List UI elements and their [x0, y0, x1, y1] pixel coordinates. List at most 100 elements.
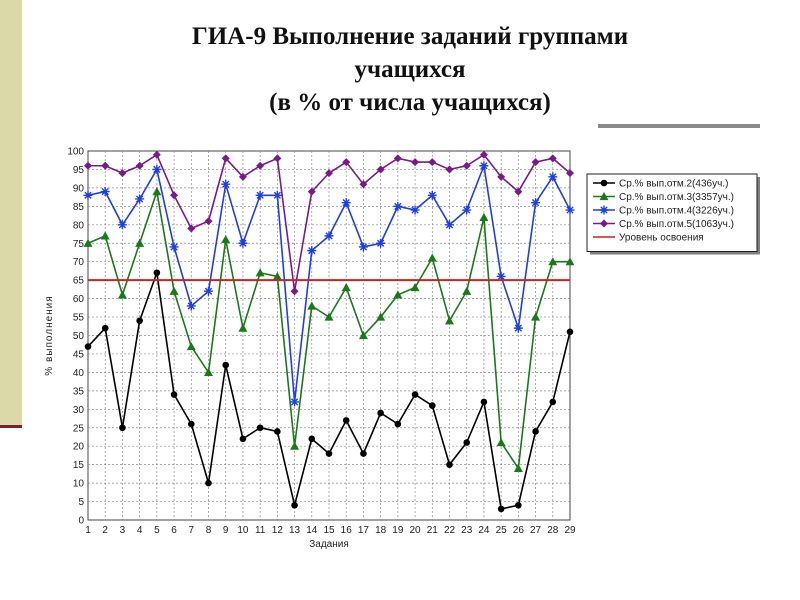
y-tick-label: 0 — [78, 516, 84, 527]
data-point — [393, 201, 403, 211]
legend-label: Ср.% вып.отм.3(3357уч.) — [619, 192, 734, 203]
data-point — [496, 438, 506, 447]
legend-entry: Ср.% вып.отм.2(436уч.) — [593, 179, 728, 190]
data-point — [274, 428, 281, 435]
data-point — [222, 361, 230, 369]
legend-label: Уровень освоения — [619, 233, 704, 244]
data-point — [324, 312, 334, 321]
legend-entry: Ср.% вып.отм.3(3357уч.) — [593, 192, 734, 203]
data-point — [272, 190, 282, 200]
data-point — [479, 212, 489, 222]
data-point — [445, 316, 454, 325]
data-point — [410, 283, 420, 292]
data-point — [393, 290, 403, 299]
data-point — [531, 198, 541, 208]
data-point — [100, 231, 110, 240]
x-tick-label: 10 — [237, 525, 249, 536]
data-point — [376, 165, 385, 174]
y-tick-label: 65 — [73, 276, 85, 287]
data-point — [256, 161, 265, 170]
legend-entry: Уровень освоения — [593, 233, 704, 244]
data-point — [307, 301, 317, 310]
y-tick-label: 80 — [73, 220, 85, 231]
data-point — [360, 450, 367, 457]
data-point — [341, 198, 351, 208]
data-point — [497, 505, 505, 513]
data-point — [445, 165, 454, 174]
data-point — [238, 238, 248, 248]
chart-panel: 0 5 10 15 20 25 30 35 40 45 50 55 60 65 70 75 80 85 90 95 10… — [22, 129, 783, 579]
x-tick-label: 6 — [171, 525, 177, 536]
y-tick-label: 55 — [73, 313, 85, 324]
y-tick-label: 60 — [73, 294, 85, 305]
legend-label: Ср.% вып.отм.2(436уч.) — [619, 179, 728, 190]
data-point — [549, 398, 557, 406]
slide-title: ГИА-9 Выполнение заданий группами учащих… — [60, 20, 760, 119]
x-tick-label: 13 — [289, 525, 301, 536]
data-point — [462, 286, 472, 295]
data-point — [256, 424, 264, 432]
data-point — [462, 205, 472, 215]
data-point — [324, 231, 334, 241]
x-tick-label: 4 — [137, 525, 143, 536]
legend-box — [586, 173, 758, 252]
y-tick-label: 85 — [73, 202, 85, 213]
data-point — [169, 286, 179, 295]
data-point — [205, 479, 212, 487]
x-tick-label: 21 — [427, 525, 439, 536]
y-tick-label: 95 — [73, 165, 85, 176]
y-tick-label: 25 — [73, 423, 85, 434]
data-point — [101, 324, 109, 332]
data-point — [117, 220, 127, 230]
data-point — [496, 271, 506, 281]
data-point — [84, 343, 92, 350]
y-tick-label: 75 — [73, 239, 85, 250]
x-tick-label: 20 — [410, 525, 422, 536]
data-point — [427, 190, 437, 200]
data-point — [135, 194, 145, 204]
data-point — [359, 180, 368, 189]
legend-swatch-marker — [599, 205, 609, 215]
data-point — [100, 187, 110, 197]
x-tick-label: 8 — [206, 525, 212, 536]
data-point — [290, 397, 300, 407]
x-tick-label: 15 — [323, 525, 335, 536]
y-tick-label: 5 — [78, 497, 84, 508]
data-point — [566, 169, 574, 178]
y-tick-label: 15 — [73, 460, 85, 471]
x-tick-label: 2 — [102, 525, 108, 536]
data-point — [394, 420, 402, 428]
y-tick-label: 10 — [73, 479, 85, 490]
data-point — [446, 461, 453, 468]
data-point — [393, 154, 402, 163]
data-point — [221, 154, 230, 163]
data-point — [497, 172, 506, 181]
data-point — [377, 409, 384, 417]
x-tick-label: 23 — [461, 525, 473, 536]
data-point — [548, 172, 558, 182]
x-axis-label: Задания — [309, 539, 349, 550]
data-point — [410, 205, 420, 215]
data-point — [170, 391, 178, 398]
data-point — [479, 161, 489, 171]
x-tick-label: 27 — [530, 525, 542, 536]
data-point — [83, 238, 93, 247]
data-point — [204, 286, 213, 296]
legend-swatch-marker — [599, 192, 609, 201]
series-3 — [83, 161, 575, 407]
slide-title-line3: (в % от числа учащихся) — [269, 89, 551, 116]
data-point — [565, 257, 575, 266]
x-tick-label: 14 — [306, 525, 318, 536]
data-point — [427, 253, 437, 262]
data-point — [325, 169, 333, 178]
data-point — [358, 242, 368, 252]
y-tick-label: 40 — [73, 368, 85, 379]
data-point — [204, 367, 213, 376]
data-point — [135, 161, 144, 170]
legend-swatch-marker — [600, 179, 608, 187]
data-point — [273, 154, 282, 163]
data-point — [566, 328, 574, 336]
data-point — [101, 161, 110, 170]
legend-label: Ср.% вып.отм.4(3226уч.) — [619, 206, 734, 217]
data-point — [290, 287, 299, 296]
